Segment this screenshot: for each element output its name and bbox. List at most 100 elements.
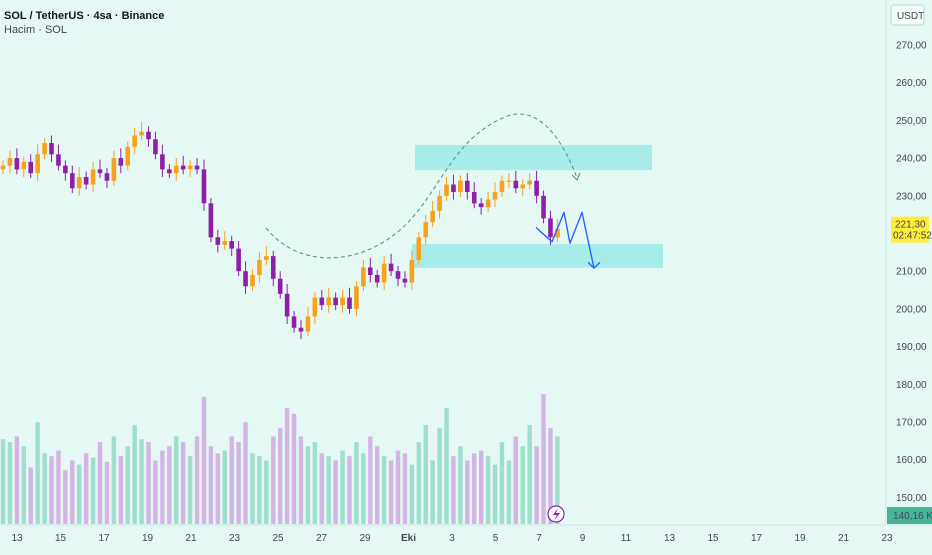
candle[interactable] [478,203,484,208]
candle[interactable] [555,228,560,238]
time-axis-label: 15 [55,533,67,544]
candle[interactable] [347,297,352,309]
candle[interactable] [42,143,47,155]
time-axis-label: 23 [229,533,241,544]
candle[interactable] [319,297,325,306]
volume-bar [49,456,54,524]
candle[interactable] [187,165,193,170]
volume-bar [298,436,304,524]
candle[interactable] [194,165,200,170]
resistance-zone[interactable] [415,144,652,171]
candle[interactable] [118,158,124,166]
candle[interactable] [49,143,54,155]
candle[interactable] [7,158,13,166]
candle[interactable] [90,169,96,185]
candle[interactable] [243,271,248,287]
candle[interactable] [395,271,401,279]
candle[interactable] [201,169,207,204]
candle[interactable] [125,146,131,166]
candle[interactable] [236,248,241,272]
candle[interactable] [326,297,332,306]
volume-indicator-label[interactable]: Hacim · SOL [4,24,67,36]
candle[interactable] [97,169,103,174]
candle[interactable] [541,195,546,219]
candle[interactable] [28,161,34,174]
candle[interactable] [14,158,20,170]
candle[interactable] [333,297,338,306]
volume-bar [534,446,539,524]
candle[interactable] [402,278,408,283]
candle[interactable] [63,165,68,174]
candle[interactable] [437,195,442,211]
candle[interactable] [264,256,269,260]
time-axis-label: 15 [707,533,719,544]
candle[interactable] [305,316,311,332]
candle[interactable] [520,184,526,189]
candle[interactable] [492,192,498,200]
volume-bar [506,460,512,524]
candle[interactable] [215,237,221,245]
candle[interactable] [499,180,505,193]
candle[interactable] [444,184,449,196]
candle[interactable] [340,297,345,306]
candle[interactable] [83,176,89,185]
candle[interactable] [381,263,387,283]
candle[interactable] [374,274,380,283]
currency-button[interactable] [890,4,925,26]
candle[interactable] [430,210,435,223]
candle[interactable] [291,316,297,328]
candle[interactable] [208,203,214,238]
symbol-title[interactable]: SOL / TetherUS · 4sa · Binance [4,10,165,22]
candle[interactable] [367,267,373,275]
candle[interactable] [527,180,532,185]
candle[interactable] [277,278,283,294]
volume-bar [520,446,525,524]
candle[interactable] [388,263,394,272]
candle[interactable] [250,274,255,287]
candle[interactable] [229,241,234,249]
volume-bar [35,422,40,524]
candle[interactable] [485,199,491,208]
candle[interactable] [471,192,477,204]
candle[interactable] [270,256,276,279]
support-zone[interactable] [412,244,663,268]
candle[interactable] [35,154,40,174]
candle[interactable] [173,165,179,174]
candle[interactable] [257,259,262,275]
candle[interactable] [0,165,6,170]
candle[interactable] [451,184,456,193]
candle[interactable] [56,154,61,166]
candle[interactable] [153,139,158,155]
candle[interactable] [409,259,415,283]
candle[interactable] [76,176,82,189]
candle[interactable] [132,135,137,147]
candle[interactable] [506,180,512,182]
candle[interactable] [139,131,144,136]
candle[interactable] [160,154,165,170]
candle[interactable] [298,327,304,332]
candle[interactable] [146,131,151,140]
candle[interactable] [513,180,519,189]
candle[interactable] [21,161,27,170]
candle[interactable] [111,158,117,181]
candle[interactable] [180,165,186,170]
candle[interactable] [548,218,553,238]
candle[interactable] [284,293,290,317]
candle[interactable] [167,169,172,174]
candle[interactable] [312,297,318,317]
candle[interactable] [70,173,75,189]
dashed-projection-arc[interactable] [265,113,578,259]
candle[interactable] [361,267,366,287]
candle[interactable] [104,173,110,181]
projected-path-line[interactable] [535,211,595,269]
candle[interactable] [458,180,463,193]
candle[interactable] [465,180,470,193]
candle[interactable] [534,180,539,196]
volume-bar [139,439,144,524]
candle[interactable] [222,241,228,245]
candle[interactable] [354,286,359,309]
candle[interactable] [423,222,429,238]
candle[interactable] [416,237,422,260]
